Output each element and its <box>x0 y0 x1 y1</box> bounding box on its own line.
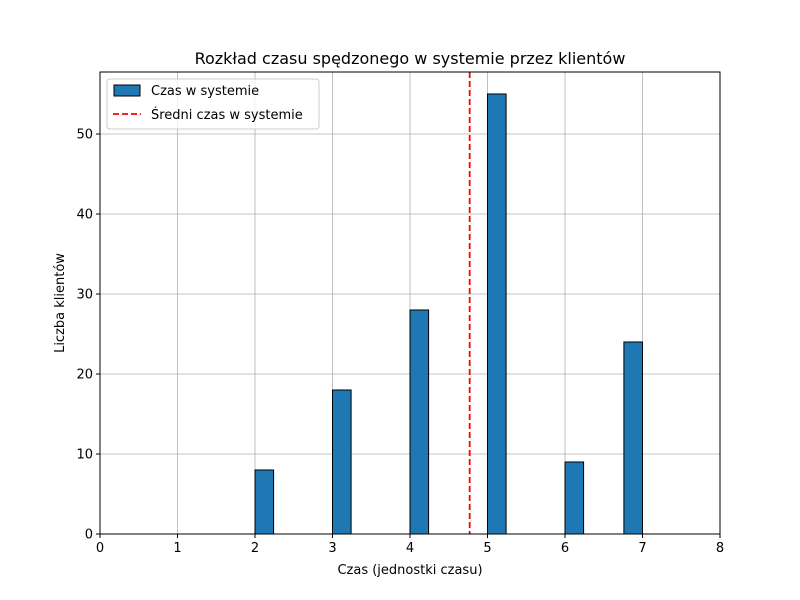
x-tick-label: 8 <box>716 541 724 556</box>
y-tick-label: 30 <box>76 288 93 303</box>
legend: Czas w systemie Średni czas w systemie <box>106 78 320 130</box>
histogram-bar <box>564 461 585 535</box>
histogram-bars <box>254 93 644 535</box>
y-axis-label: Liczba klientów <box>53 253 68 353</box>
chart-title: Rozkład czasu spędzonego w systemie prze… <box>195 49 626 68</box>
y-tick-label: 0 <box>85 528 93 543</box>
x-axis-label: Czas (jednostki czasu) <box>337 563 482 578</box>
histogram-bar <box>487 93 507 535</box>
y-tick-label: 50 <box>76 128 93 143</box>
x-tick-label: 0 <box>96 541 104 556</box>
histogram-bar <box>623 341 644 535</box>
x-tick-label: 7 <box>638 541 646 556</box>
histogram-bar <box>254 469 275 535</box>
x-tick-label: 4 <box>406 541 414 556</box>
legend-box <box>106 78 320 130</box>
histogram-bar <box>332 389 352 535</box>
y-tick-label: 40 <box>76 208 93 223</box>
x-tick-label: 5 <box>483 541 491 556</box>
x-tick-label: 2 <box>251 541 259 556</box>
y-axis-ticks: 0 10 20 30 40 50 <box>76 128 100 543</box>
legend-label-mean: Średni czas w systemie <box>151 107 303 123</box>
x-tick-label: 1 <box>173 541 181 556</box>
x-tick-label: 6 <box>561 541 569 556</box>
histogram-bar <box>409 309 430 535</box>
x-axis-ticks: 0 1 2 3 4 5 6 7 8 <box>96 534 724 556</box>
y-tick-label: 10 <box>76 448 93 463</box>
y-tick-label: 20 <box>76 368 93 383</box>
x-tick-label: 3 <box>328 541 336 556</box>
legend-histogram-swatch <box>113 84 141 97</box>
legend-label-histogram: Czas w systemie <box>151 84 259 99</box>
